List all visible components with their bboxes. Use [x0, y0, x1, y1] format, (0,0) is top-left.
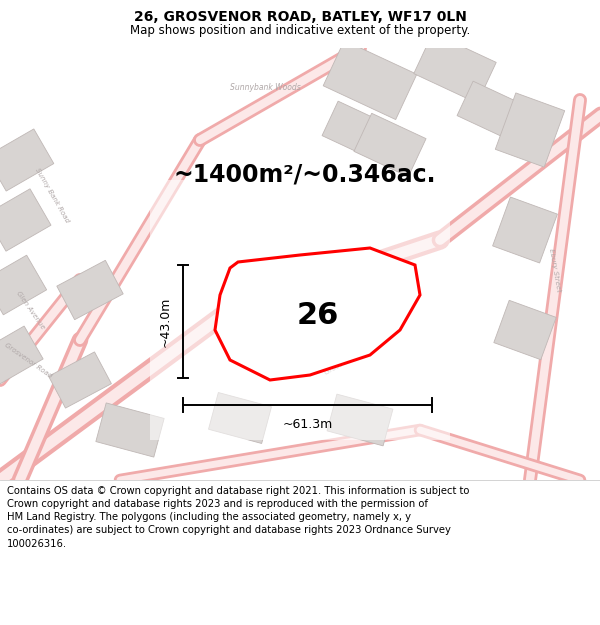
- Polygon shape: [0, 129, 54, 191]
- Text: ~61.3m: ~61.3m: [283, 419, 332, 431]
- Polygon shape: [414, 33, 496, 103]
- Text: Map shows position and indicative extent of the property.: Map shows position and indicative extent…: [130, 24, 470, 38]
- Text: Grosvenor Road: Grosvenor Road: [3, 341, 53, 379]
- Polygon shape: [0, 255, 47, 315]
- Polygon shape: [354, 113, 426, 177]
- Text: Ebury Street: Ebury Street: [548, 248, 562, 292]
- Polygon shape: [494, 300, 556, 360]
- Text: Grosvenor Road: Grosvenor Road: [324, 344, 376, 376]
- Polygon shape: [215, 248, 420, 380]
- Polygon shape: [496, 93, 565, 167]
- Polygon shape: [96, 403, 164, 457]
- Polygon shape: [493, 197, 557, 263]
- Polygon shape: [457, 81, 523, 139]
- Polygon shape: [49, 352, 112, 408]
- Polygon shape: [209, 392, 271, 444]
- Polygon shape: [0, 189, 51, 251]
- Text: Contains OS data © Crown copyright and database right 2021. This information is : Contains OS data © Crown copyright and d…: [7, 486, 470, 549]
- Polygon shape: [322, 101, 388, 159]
- Polygon shape: [327, 394, 393, 446]
- Bar: [150, 180, 450, 440]
- Text: Sunny Bank Road: Sunny Bank Road: [34, 167, 70, 223]
- Text: Sunnybank Woods: Sunnybank Woods: [230, 84, 301, 92]
- Text: ~1400m²/~0.346ac.: ~1400m²/~0.346ac.: [174, 163, 436, 187]
- Text: Glen Avenue: Glen Avenue: [15, 290, 45, 330]
- Text: ~43.0m: ~43.0m: [158, 296, 172, 347]
- Polygon shape: [0, 326, 43, 384]
- Polygon shape: [323, 41, 417, 119]
- Text: 26, GROSVENOR ROAD, BATLEY, WF17 0LN: 26, GROSVENOR ROAD, BATLEY, WF17 0LN: [134, 9, 466, 24]
- Text: 26: 26: [297, 301, 339, 329]
- Polygon shape: [57, 261, 123, 319]
